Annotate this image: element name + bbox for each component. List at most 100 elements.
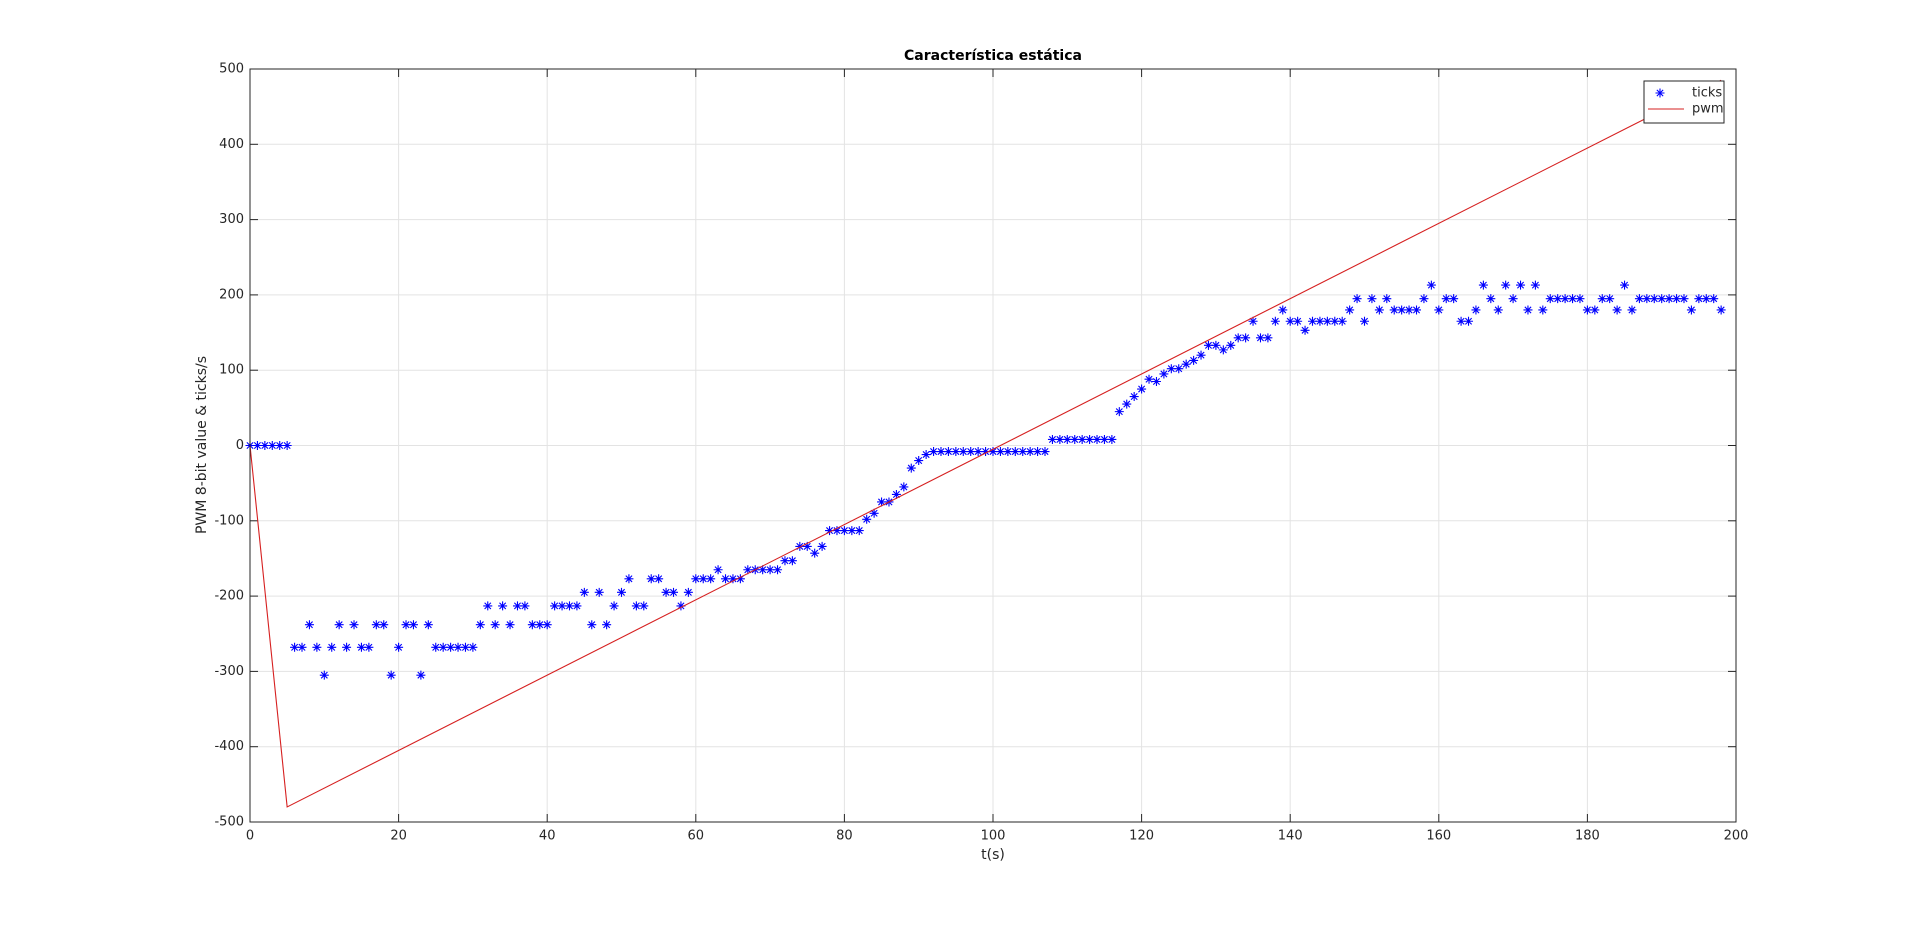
data-point (505, 620, 515, 630)
data-point (914, 456, 924, 466)
data-point (1530, 280, 1540, 290)
data-point (1211, 340, 1221, 350)
data-point (936, 447, 946, 457)
legend-symbol (1655, 88, 1665, 98)
data-point (728, 574, 738, 584)
data-point (1590, 305, 1600, 315)
data-point (327, 642, 337, 652)
data-point (1612, 305, 1622, 315)
data-point (691, 574, 701, 584)
data-point (1404, 305, 1414, 315)
data-point (1538, 305, 1548, 315)
y-tick-label: 0 (236, 438, 244, 453)
data-point (1047, 434, 1057, 444)
data-point (839, 526, 849, 536)
data-point (520, 601, 530, 611)
data-point (1486, 294, 1496, 304)
data-point (1516, 280, 1526, 290)
data-point (825, 526, 835, 536)
data-point (780, 556, 790, 566)
data-point (468, 642, 478, 652)
data-point (646, 574, 656, 584)
data-point (342, 642, 352, 652)
data-point (1478, 280, 1488, 290)
data-point (1322, 316, 1332, 326)
legend-label: pwm (1692, 102, 1724, 117)
data-point (423, 620, 433, 630)
data-point (557, 601, 567, 611)
data-point (1300, 325, 1310, 335)
data-point (758, 565, 768, 575)
data-point (1218, 345, 1228, 355)
x-tick-label: 120 (1129, 829, 1154, 844)
data-point (683, 587, 693, 597)
data-point (1293, 316, 1303, 326)
data-point (438, 642, 448, 652)
data-point (787, 556, 797, 566)
data-point (1701, 294, 1711, 304)
data-point (267, 441, 277, 450)
data-point (1367, 294, 1377, 304)
data-point (1137, 384, 1147, 394)
data-point (958, 447, 968, 457)
legend-box (1643, 80, 1725, 124)
data-point (1686, 305, 1696, 315)
data-point (869, 508, 879, 518)
data-point (1471, 305, 1481, 315)
data-point (1040, 447, 1050, 457)
data-point (1226, 340, 1236, 350)
data-point (394, 642, 404, 652)
data-point (490, 620, 500, 630)
y-tick-label: -100 (214, 513, 244, 528)
data-point (401, 620, 411, 630)
data-point (483, 601, 493, 611)
data-point (1025, 447, 1035, 457)
data-point (319, 670, 329, 680)
data-point (297, 642, 307, 652)
data-point (1642, 294, 1652, 304)
data-point (364, 642, 374, 652)
data-point (527, 620, 537, 630)
data-point (1070, 434, 1080, 444)
data-point (475, 620, 485, 630)
data-point (1553, 294, 1563, 304)
data-point (1263, 333, 1273, 343)
data-point (1657, 294, 1667, 304)
data-point (1077, 434, 1087, 444)
data-point (609, 601, 619, 611)
data-point (854, 526, 864, 536)
data-point (862, 514, 872, 524)
data-point (891, 489, 901, 499)
data-point (1270, 316, 1280, 326)
data-point (1575, 294, 1585, 304)
data-point (773, 565, 783, 575)
data-line (249, 79, 1722, 808)
data-point (1412, 305, 1422, 315)
data-point (275, 441, 285, 450)
data-point (379, 620, 389, 630)
x-tick-label: 0 (246, 829, 254, 844)
data-point (1114, 407, 1124, 417)
data-point (624, 574, 634, 584)
data-point (260, 441, 270, 450)
x-tick-label: 80 (836, 829, 853, 844)
data-point (1560, 294, 1570, 304)
data-point (252, 441, 262, 450)
data-point (735, 574, 745, 584)
data-point (1233, 333, 1243, 343)
data-point (1307, 316, 1317, 326)
data-point (966, 447, 976, 457)
data-point (431, 642, 441, 652)
data-point (973, 447, 983, 457)
data-point (1055, 434, 1065, 444)
data-point (921, 450, 931, 460)
chart-title: Característica estática (904, 48, 1082, 64)
data-point (371, 620, 381, 630)
data-point (943, 447, 953, 457)
data-point (817, 541, 827, 551)
data-point (542, 620, 552, 630)
data-point (1352, 294, 1362, 304)
data-point (847, 526, 857, 536)
data-point (1018, 447, 1028, 457)
data-point (1493, 305, 1503, 315)
